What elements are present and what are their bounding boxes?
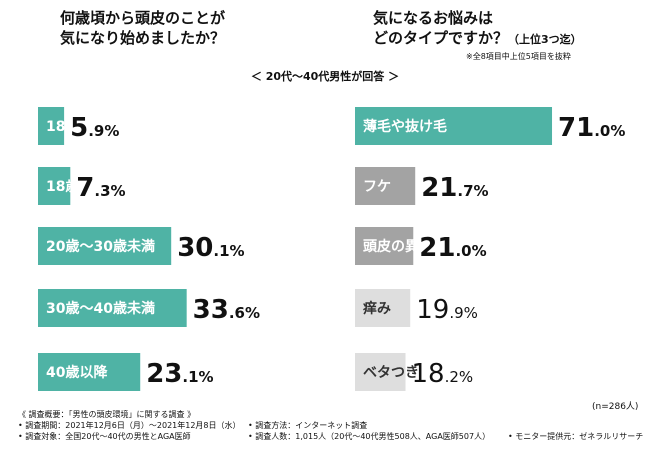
left-bar-3 [38,227,172,265]
right-title-line-1: 気になるお悩みは [373,9,494,27]
left-title-line-1: 何歳頃から頭皮のことが [60,9,226,27]
right-category-label-3: 頭皮の異常 [363,238,433,255]
right-category-label-5: ベタつき [363,365,419,381]
right-category-label-1: 薄毛や抜け毛 [363,118,447,135]
right-value-label-1: 71.0% [558,113,625,143]
left-bar-1 [38,107,65,145]
right-title-line-2: どのタイプですか？ [373,29,509,47]
respondents-label: ＜ 20代〜40代男性が回答 ＞ [250,70,400,83]
sample-size: (n=286人) [592,402,639,412]
right-bar-4 [355,289,411,327]
left-bar-2 [38,167,71,205]
right-category-label-2: フケ [363,179,391,195]
right-value-label-4: 19.9% [416,295,478,325]
right-chart-note: ※全8項目中上位5項目を抜粋 [466,52,571,61]
right-chart-title: 気になるお悩みは どのタイプですか？（上位3つ迄） [373,8,582,50]
left-value-label-1: 5.9% [70,113,119,143]
survey-heading: 《 調査概要：「男性の頭皮環境」に関する調査 》 [18,410,196,419]
left-chart-title: 何歳頃から頭皮のことが 気になり始めましたか？ [60,8,225,48]
left-bar-5 [38,353,141,391]
survey-provider: • モニター提供元：ゼネラルリサーチ [508,432,644,441]
right-value-label-3: 21.0% [419,233,486,263]
right-bar-5 [355,353,406,391]
left-category-label-5: 40歳以降 [46,364,108,381]
left-value-label-3: 30.1% [177,233,244,263]
survey-method: • 調査方法：インターネット調査 [248,421,368,430]
left-value-label-4: 33.6% [193,295,260,325]
right-value-label-2: 21.7% [421,173,488,203]
left-category-label-2: 18歳〜20歳未満 [46,178,155,195]
survey-count: • 調査人数：1,015人（20代〜40代男性508人、AGA医師507人） [248,432,491,441]
right-value-label-5: 18.2% [412,359,474,389]
right-bar-1 [355,107,553,145]
right-bar-2 [355,167,416,205]
left-category-label-3: 20歳〜30歳未満 [46,238,155,255]
survey-period: • 調査期間：2021年12月6日（月）〜2021年12月8日（水） [18,421,241,430]
left-bar-4 [38,289,187,327]
survey-summary: 《 調査概要：「男性の頭皮環境」に関する調査 》 • 調査期間：2021年12月… [18,409,643,442]
right-category-label-4: 痒み [363,300,391,317]
left-category-label-4: 30歳〜40歳未満 [46,300,155,317]
right-title-suffix: （上位3つ迄） [508,33,582,46]
left-title-line-2: 気になり始めましたか？ [60,29,226,47]
right-bar-3 [355,227,414,265]
left-category-label-1: 18歳未満 [46,118,107,135]
left-value-label-5: 23.1% [146,359,213,389]
left-value-label-2: 7.3% [76,173,125,203]
survey-target: • 調査対象：全国20代〜40代の男性とAGA医師 [18,432,191,441]
